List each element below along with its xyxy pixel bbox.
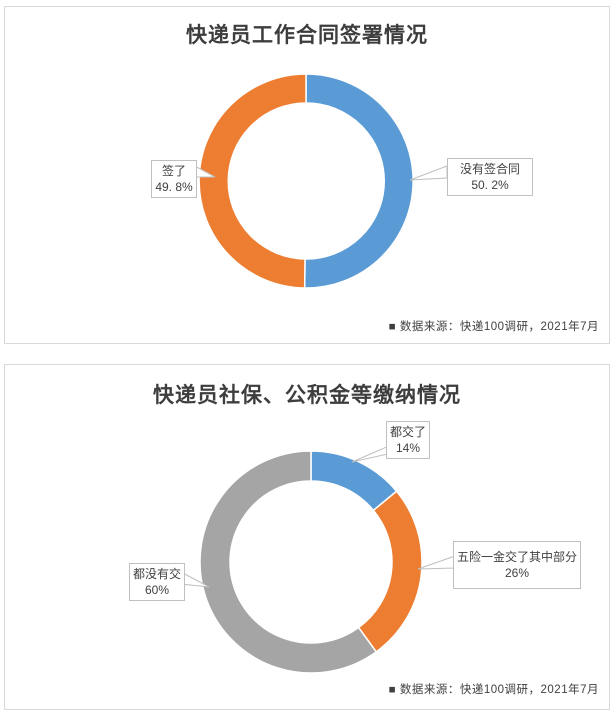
callout-all-paid: 都交了 14% (386, 421, 430, 459)
callout-category-label: 签了 (161, 164, 186, 178)
callout-category-label: 都没有交 (133, 567, 182, 581)
callout-value-label: 26% (504, 566, 530, 580)
donut-slice-signed (198, 73, 307, 289)
callout-category-label: 都交了 (390, 425, 427, 439)
callout-value-label: 14% (395, 441, 421, 455)
social-security-chart-panel: 快递员社保、公积金等缴纳情况 都交了 14% 五险一金交了其中部分 26% 都没… (4, 364, 610, 710)
donut-chart-contract-signing (192, 73, 448, 289)
data-source-note: ■ 数据来源：快递100调研，2021年7月 (388, 321, 599, 333)
callout-value-label: 50. 2% (471, 178, 509, 192)
callout-none-paid: 都没有交 60% (129, 563, 185, 601)
callout-pointer (409, 165, 448, 181)
donut-slice-no-contract (303, 73, 414, 289)
callout-value-label: 49. 8% (155, 180, 193, 194)
chart-title: 快递员社保、公积金等缴纳情况 (153, 384, 461, 407)
callout-signed: 签了 49. 8% (151, 160, 197, 198)
donut-chart-social-security (180, 444, 456, 674)
chart-title: 快递员工作合同签署情况 (186, 24, 428, 47)
callout-value-label: 60% (144, 583, 170, 597)
callout-pointer (417, 555, 456, 570)
contract-signing-chart-panel: 快递员工作合同签署情况 签了 49. 8% 没有签合同 50. 2% ■ 数据来… (4, 6, 610, 344)
callout-partial-paid: 五险一金交了其中部分 26% (453, 541, 581, 589)
donut-slice-partial-paid (357, 490, 423, 653)
callout-category-label: 没有签合同 (459, 162, 520, 176)
data-source-note: ■ 数据来源：快递100调研，2021年7月 (388, 684, 599, 696)
callout-category-label: 五险一金交了其中部分 (457, 550, 578, 564)
donut-slice-none-paid (199, 450, 377, 674)
callout-no-contract: 没有签合同 50. 2% (447, 158, 533, 196)
